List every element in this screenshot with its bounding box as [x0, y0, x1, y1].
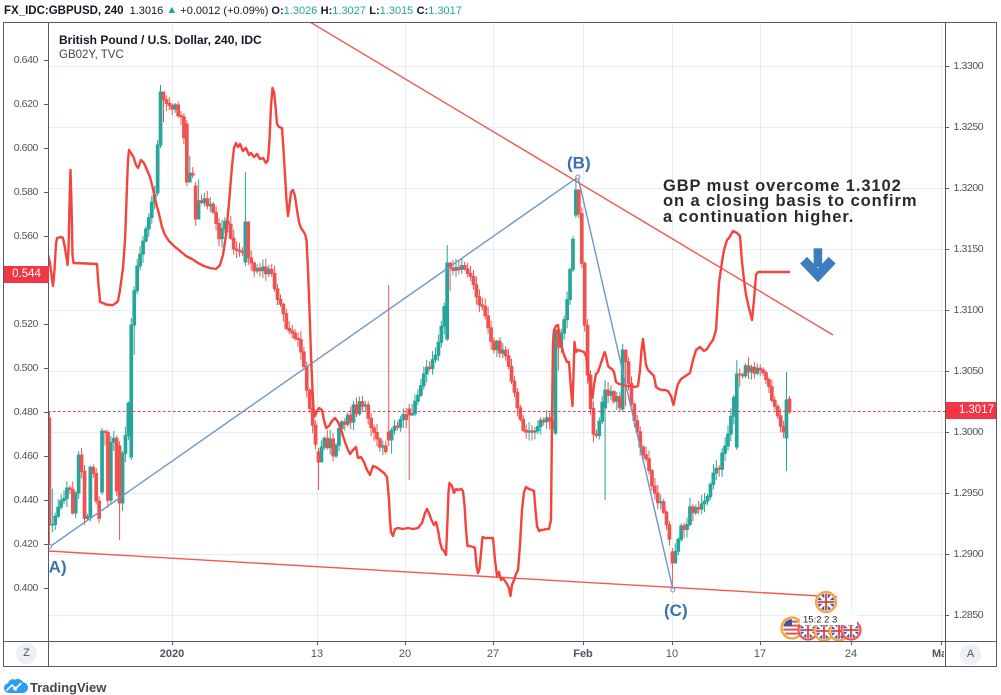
- svg-text:(C): (C): [664, 601, 688, 620]
- svg-text:(B): (B): [567, 154, 591, 173]
- svg-text:(A): (A): [43, 558, 67, 577]
- svg-text:15:2 2 3: 15:2 2 3: [803, 615, 837, 626]
